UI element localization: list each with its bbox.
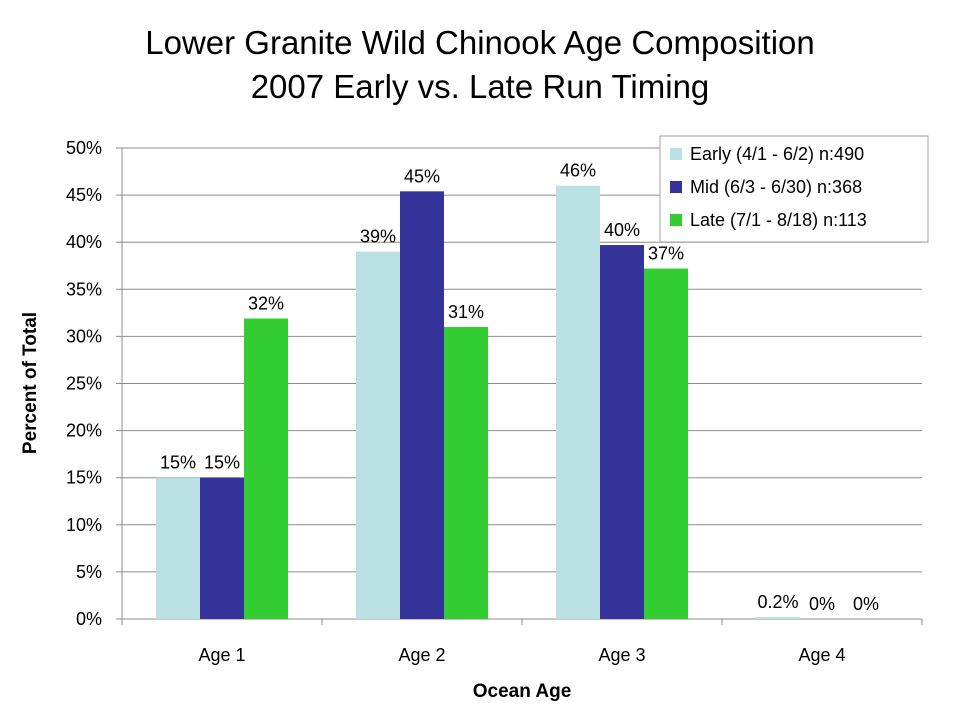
data-label: 15% xyxy=(160,453,196,473)
legend-entry: Mid (6/3 - 6/30) n:368 xyxy=(690,177,862,197)
bar xyxy=(244,318,288,619)
x-tick-label: Age 2 xyxy=(398,645,445,665)
chart-subtitle: 2007 Early vs. Late Run Timing xyxy=(250,68,710,105)
legend-box xyxy=(659,135,929,243)
y-tick-label: 40% xyxy=(66,232,102,252)
data-label: 0.2% xyxy=(757,592,798,612)
legend-swatch xyxy=(670,214,682,226)
y-tick-label: 50% xyxy=(66,138,102,158)
bar xyxy=(644,268,688,619)
data-label: 45% xyxy=(404,166,440,186)
data-label: 46% xyxy=(560,161,596,181)
bar xyxy=(356,251,400,619)
data-label: 15% xyxy=(204,453,240,473)
bar xyxy=(444,326,488,619)
bar xyxy=(756,617,800,619)
y-tick-label: 0% xyxy=(76,609,102,629)
y-tick-label: 5% xyxy=(76,562,102,582)
y-tick-label: 30% xyxy=(66,326,102,346)
bar xyxy=(200,477,244,619)
legend-entry: Early (4/1 - 6/2) n:490 xyxy=(690,144,864,164)
chart-title: Lower Granite Wild Chinook Age Compositi… xyxy=(145,24,815,61)
y-tick-label: 20% xyxy=(66,421,102,441)
y-tick-label: 10% xyxy=(66,515,102,535)
data-label: 40% xyxy=(604,220,640,240)
data-label: 32% xyxy=(248,294,284,314)
data-label: 31% xyxy=(448,302,484,322)
bar xyxy=(400,191,444,619)
y-tick-label: 15% xyxy=(66,468,102,488)
legend-entry: Late (7/1 - 8/18) n:113 xyxy=(690,210,867,230)
x-tick-label: Age 4 xyxy=(798,645,845,665)
x-axis-title: Ocean Age xyxy=(473,681,572,702)
x-tick-label: Age 1 xyxy=(198,645,245,665)
bar xyxy=(156,477,200,619)
y-axis-title: Percent of Total xyxy=(20,312,41,454)
data-label: 37% xyxy=(648,244,684,264)
y-tick-label: 45% xyxy=(66,185,102,205)
y-tick-label: 35% xyxy=(66,279,102,299)
legend-swatch xyxy=(670,148,682,160)
bar xyxy=(600,245,644,619)
data-label: 39% xyxy=(360,227,396,247)
y-tick-label: 25% xyxy=(66,374,102,394)
bar xyxy=(556,185,600,619)
legend-swatch xyxy=(670,181,682,193)
data-label: 0% xyxy=(853,594,879,614)
x-tick-label: Age 3 xyxy=(598,645,645,665)
data-label: 0% xyxy=(809,594,835,614)
